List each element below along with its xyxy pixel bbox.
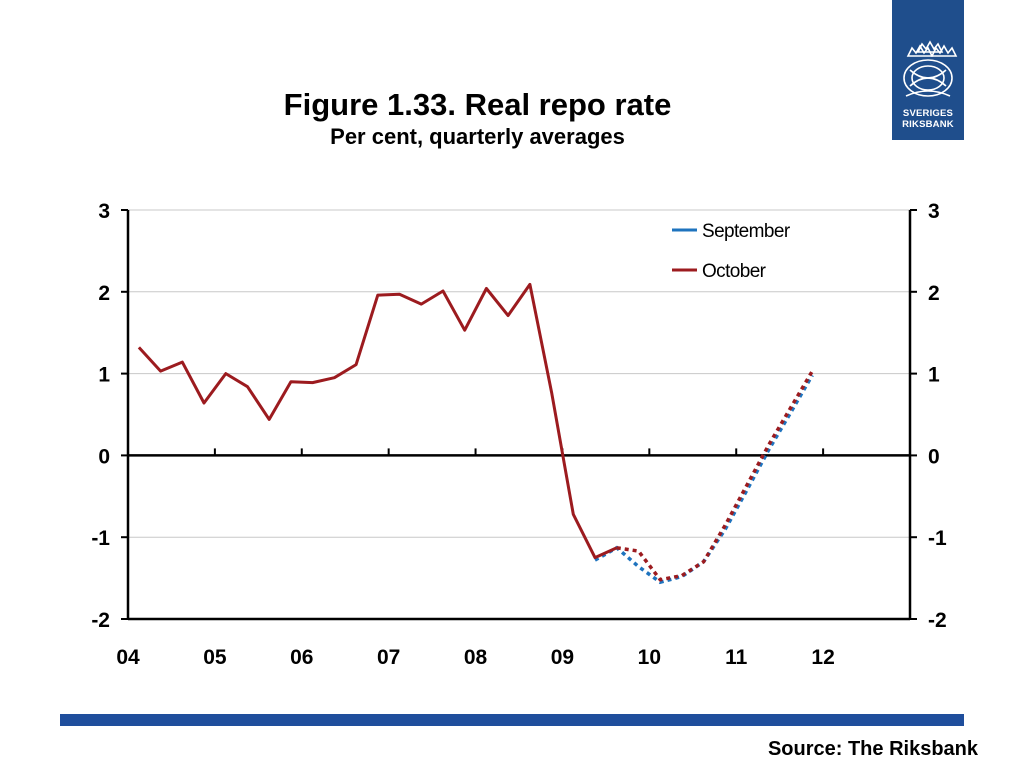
series-line-october xyxy=(137,282,618,560)
legend-label-september: September xyxy=(702,221,791,242)
x-tick-label: 06 xyxy=(290,646,313,669)
y-tick-label-right: 0 xyxy=(928,445,940,468)
chart-subtitle: Per cent, quarterly averages xyxy=(330,124,625,149)
y-tick-label-left: 3 xyxy=(98,200,110,223)
logo-line-2: RIKSBANK xyxy=(902,119,954,130)
series-lines xyxy=(137,282,814,585)
y-tick-label-left: 2 xyxy=(98,282,110,305)
axes xyxy=(121,209,917,621)
tick-labels: 3 32 21 10 0-1 -1-2 -204 05 06 07 08 09 10 11 12 xyxy=(91,200,947,669)
y-tick-label-right: -1 xyxy=(928,527,947,550)
legend: September October xyxy=(652,212,824,290)
legend-label-october: October xyxy=(702,261,767,282)
logo-line-1: SVERIGES xyxy=(902,108,954,119)
x-tick-label: 10 xyxy=(638,646,661,669)
y-tick-label-right: -2 xyxy=(928,609,947,632)
legend-background xyxy=(652,212,824,290)
x-tick-label: 05 xyxy=(203,646,227,669)
chart-title: Figure 1.33. Real repo rate xyxy=(283,87,672,122)
crowned-crest-icon xyxy=(903,40,958,97)
y-tick-label-left: 1 xyxy=(98,364,110,387)
source-note: Source: The Riksbank xyxy=(767,738,978,760)
y-tick-label-right: 3 xyxy=(928,200,940,223)
logo-wordmark: SVERIGES RIKSBANK xyxy=(892,108,964,130)
title-block: Figure 1.33. Real repo rate Per cent, qu… xyxy=(0,86,955,150)
x-tick-label: 11 xyxy=(725,646,748,669)
x-tick-label: 08 xyxy=(464,646,488,669)
y-tick-label-right: 2 xyxy=(928,282,940,305)
x-tick-label: 07 xyxy=(377,646,400,669)
footer-bar xyxy=(60,714,964,726)
y-tick-label-left: 0 xyxy=(98,445,110,468)
y-tick-label-left: -1 xyxy=(91,527,110,550)
x-tick-label: 04 xyxy=(116,646,140,669)
x-tick-label: 12 xyxy=(811,646,834,669)
y-tick-label-right: 1 xyxy=(928,364,940,387)
riksbank-logo: SVERIGES RIKSBANK xyxy=(892,0,964,140)
x-tick-label: 09 xyxy=(551,646,574,669)
y-tick-label-left: -2 xyxy=(91,609,110,632)
